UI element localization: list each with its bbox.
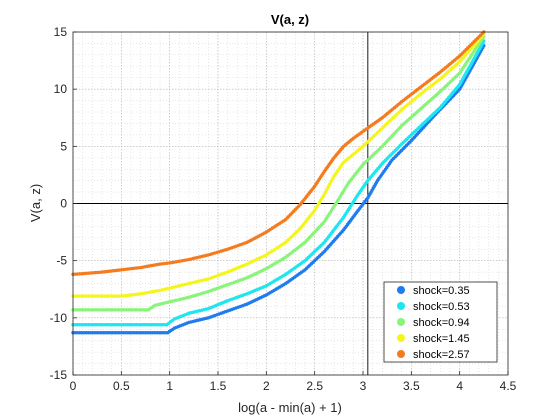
legend-marker <box>397 350 405 358</box>
y-tick-label: 0 <box>60 197 67 211</box>
x-tick-label: 4.5 <box>500 379 517 393</box>
y-tick-label: -5 <box>56 254 67 268</box>
series-layer <box>71 30 486 335</box>
legend-label: shock=2.57 <box>413 349 470 361</box>
x-ticks: 0 0.5 1 1.5 2 2.5 3 3.5 4 4.5 <box>70 371 517 393</box>
legend-marker <box>397 302 405 310</box>
series-2 <box>71 39 486 327</box>
x-tick-label: 1 <box>166 379 173 393</box>
x-tick-label: 2.5 <box>306 379 323 393</box>
y-tick-label: 5 <box>60 139 67 153</box>
x-tick-label: 0.5 <box>113 379 130 393</box>
chart-title: V(a, z) <box>271 12 309 27</box>
legend-marker <box>397 286 405 294</box>
x-tick-label: 1.5 <box>210 379 227 393</box>
x-tick-label: 0 <box>70 379 77 393</box>
reference-lines <box>73 32 508 375</box>
series-5 <box>71 30 486 277</box>
x-tick-label: 3 <box>360 379 367 393</box>
series-4 <box>71 32 486 298</box>
legend: shock=0.35 shock=0.53 shock=0.94 shock=1.45… <box>383 281 498 363</box>
y-tick-label: -10 <box>50 311 68 325</box>
legend-marker <box>397 334 405 342</box>
legend-label: shock=1.45 <box>413 333 470 345</box>
series-3 <box>71 34 486 312</box>
series-1 <box>71 44 486 335</box>
y-tick-label: -15 <box>50 368 68 382</box>
legend-marker <box>397 318 405 326</box>
x-tick-label: 2 <box>263 379 270 393</box>
y-axis-label: V(a, z) <box>28 184 43 222</box>
legend-label: shock=0.53 <box>413 301 470 313</box>
y-tick-label: 15 <box>54 25 68 39</box>
legend-label: shock=0.94 <box>413 317 470 329</box>
y-tick-label: 10 <box>54 82 68 96</box>
legend-label: shock=0.35 <box>413 285 470 297</box>
x-axis-label: log(a - min(a) + 1) <box>238 400 342 415</box>
y-ticks: -15 -10 -5 0 5 10 15 <box>50 25 77 382</box>
x-tick-label: 3.5 <box>403 379 420 393</box>
x-tick-label: 4 <box>456 379 463 393</box>
